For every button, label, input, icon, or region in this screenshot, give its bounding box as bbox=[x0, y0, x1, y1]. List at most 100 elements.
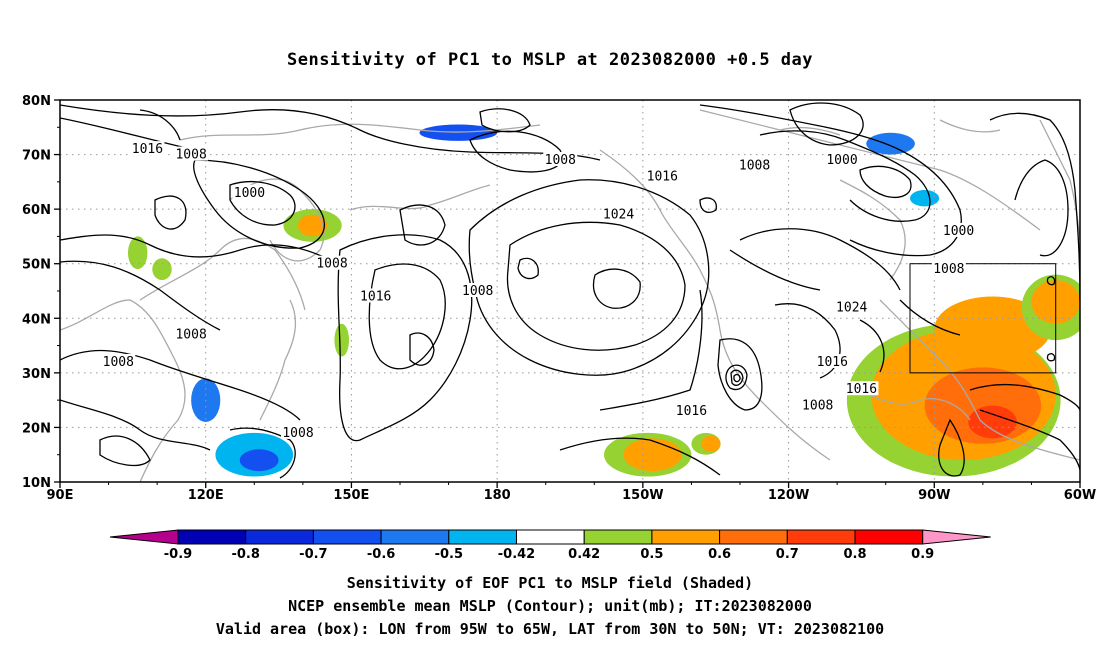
colorbar-segment bbox=[786, 529, 856, 545]
sensitivity-patch bbox=[127, 236, 148, 270]
lon-tick-label: 60W bbox=[1064, 488, 1096, 503]
sensitivity-patch bbox=[152, 258, 172, 281]
contour-label: 1008 bbox=[175, 328, 206, 343]
lat-tick-label: 20N bbox=[22, 421, 51, 436]
contour-label-bg bbox=[543, 152, 578, 167]
colorbar-label: 0.7 bbox=[776, 547, 799, 562]
lat-tick-label: 50N bbox=[22, 258, 51, 273]
coastlines bbox=[60, 109, 1080, 482]
sensitivity-patch bbox=[334, 323, 350, 357]
contour-label: 1008 bbox=[103, 355, 134, 370]
contour-label: 1016 bbox=[846, 382, 877, 397]
colorbar-label: 0.6 bbox=[708, 547, 731, 562]
colorbar-label: -0.7 bbox=[299, 547, 327, 562]
sensitivity-patch bbox=[968, 405, 1017, 439]
colorbar-segment bbox=[719, 529, 788, 545]
contour-label: 1016 bbox=[676, 404, 707, 419]
contour-label: 1008 bbox=[462, 284, 493, 299]
contour-label: 1008 bbox=[802, 399, 833, 414]
contour-label-bg bbox=[174, 326, 209, 341]
contour-label-bg bbox=[315, 255, 349, 270]
lon-tick-label: 120W bbox=[768, 488, 809, 503]
contour-label-bg bbox=[674, 403, 709, 418]
contour-labels: 1016 1008 1000 1008 1008 1008 1008 1016 1008 1008… bbox=[101, 141, 976, 441]
contour-label-bg bbox=[825, 152, 859, 167]
contour-label: 1008 bbox=[175, 148, 206, 163]
lon-tick-label: 180 bbox=[484, 488, 511, 503]
colorbar-segment bbox=[651, 529, 721, 545]
colorbar-label: 0.8 bbox=[843, 547, 866, 562]
contour-label: 1000 bbox=[234, 186, 265, 201]
sensitivity-shading bbox=[127, 124, 1080, 477]
sensitivity-patch bbox=[298, 214, 328, 237]
contour-label: 1000 bbox=[826, 153, 857, 168]
lon-tick-label: 90E bbox=[47, 488, 74, 503]
contour-label: 1016 bbox=[132, 142, 163, 157]
contour-label-bg bbox=[358, 288, 393, 303]
lat-tick-label: 40N bbox=[22, 312, 51, 327]
sensitivity-patch bbox=[866, 132, 915, 155]
contour-label-bg bbox=[460, 283, 495, 297]
colorbar-segment bbox=[583, 529, 653, 545]
contour-label-bg bbox=[800, 397, 835, 412]
colorbar-low-triangle bbox=[109, 529, 179, 545]
contour-label-bg bbox=[931, 261, 966, 276]
colorbar-label: 0.42 bbox=[568, 547, 600, 562]
contour-label-bg bbox=[645, 168, 680, 183]
lat-tick-label: 30N bbox=[22, 367, 51, 382]
sensitivity-patch bbox=[701, 435, 721, 452]
lat-tick-label: 70N bbox=[22, 149, 51, 164]
colorbar-segment bbox=[312, 529, 382, 545]
contour-label: 1008 bbox=[545, 153, 576, 168]
figure-title: Sensitivity of PC1 to MSLP at 2023082000… bbox=[286, 50, 813, 70]
sensitivity-patch bbox=[910, 190, 940, 207]
colorbar-label: 0.9 bbox=[911, 547, 934, 562]
lon-tick-label: 90W bbox=[918, 488, 950, 503]
caption-line-3: Valid area (box): LON from 95W to 65W, L… bbox=[215, 620, 885, 638]
colorbar-segment bbox=[245, 529, 314, 545]
contour-label-bg bbox=[281, 424, 315, 439]
colorbar-label: -0.5 bbox=[435, 547, 463, 562]
colorbar-segment bbox=[854, 529, 924, 545]
contour-label: 1008 bbox=[282, 426, 313, 441]
colorbar-segment bbox=[448, 529, 517, 545]
colorbar-high-triangle bbox=[922, 529, 991, 545]
contour-label-bg bbox=[232, 184, 267, 199]
contour-label: 1024 bbox=[836, 300, 867, 315]
contour-label: 1008 bbox=[933, 262, 964, 277]
contour-label-bg bbox=[101, 353, 136, 368]
lat-tick-label: 80N bbox=[22, 94, 51, 109]
caption-line-2: NCEP ensemble mean MSLP (Contour); unit(… bbox=[288, 597, 812, 615]
caption-line-1: Sensitivity of EOF PC1 to MSLP field (Sh… bbox=[346, 574, 754, 592]
colorbar-label: -0.9 bbox=[164, 547, 192, 562]
sensitivity-patch bbox=[623, 438, 682, 472]
contour-label-bg bbox=[834, 299, 869, 314]
sensitivity-patch bbox=[934, 296, 1051, 362]
valid-area-box bbox=[909, 263, 1057, 374]
sensitivity-patch bbox=[239, 449, 279, 472]
lon-tick-label: 150W bbox=[622, 488, 663, 503]
mslp-contours bbox=[60, 102, 1080, 479]
contour-label: 1000 bbox=[943, 224, 974, 239]
contour-label: 1016 bbox=[360, 289, 391, 304]
colorbar-segment bbox=[380, 529, 450, 545]
colorbar-label: -0.42 bbox=[498, 547, 535, 562]
contour-label-bg bbox=[130, 141, 165, 156]
contour-label-bg bbox=[174, 146, 209, 161]
contour-label-bg bbox=[737, 157, 772, 172]
colorbar-segment bbox=[516, 529, 585, 545]
colorbar-label: 0.5 bbox=[640, 547, 663, 562]
contour-label: 1024 bbox=[603, 208, 634, 223]
contour-label: 1016 bbox=[817, 355, 848, 370]
colorbar: -0.9 -0.8 -0.7 -0.6 -0.5 -0.42 0.42 0.5 0.6 0.7 0.… bbox=[109, 529, 991, 562]
contour-label: 1016 bbox=[647, 169, 678, 184]
contour-label: 1008 bbox=[739, 158, 770, 173]
lon-tick-label: 150E bbox=[333, 488, 369, 503]
contour-label-bg bbox=[844, 381, 879, 396]
colorbar-segment bbox=[177, 529, 247, 545]
colorbar-label: -0.8 bbox=[231, 547, 259, 562]
contour-label: 1008 bbox=[316, 257, 347, 272]
contour-label-bg bbox=[601, 206, 636, 221]
